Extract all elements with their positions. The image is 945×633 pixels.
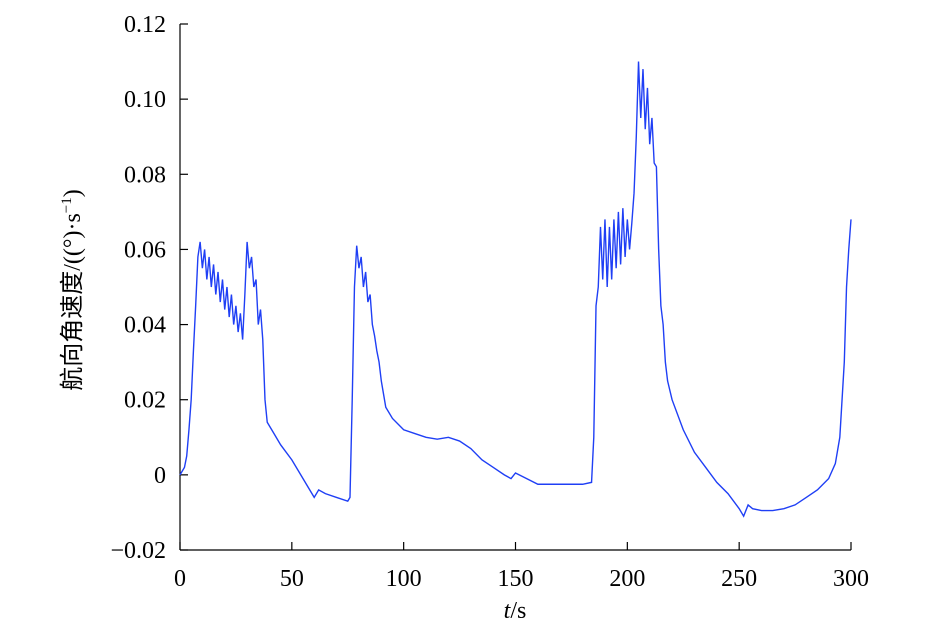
line-series — [179, 61, 852, 518]
x-tick-label: 250 — [721, 566, 757, 592]
y-tick-label: 0.12 — [124, 12, 166, 38]
x-tick-label: 150 — [498, 566, 534, 592]
y-tick-label: 0.08 — [124, 162, 166, 188]
x-tick-label: 300 — [833, 566, 869, 592]
y-label-sup: −1 — [59, 197, 75, 213]
y-label-main: 航向角速度/((°)·s — [59, 213, 86, 391]
x-label-unit: /s — [510, 598, 526, 624]
y-label-end: ) — [60, 189, 86, 197]
x-tick-label: 200 — [609, 566, 645, 592]
y-tick-label: 0 — [154, 463, 166, 489]
x-tick-label: 50 — [280, 566, 304, 592]
y-tick-label: 0.06 — [124, 237, 166, 263]
y-tick-label: −0.02 — [110, 538, 166, 564]
x-tick-label: 100 — [386, 566, 422, 592]
y-tick-label: 0.10 — [124, 87, 166, 113]
y-axis-label: 航向角速度/((°)·s−1) — [59, 189, 86, 391]
y-tick-label: 0.04 — [124, 313, 166, 339]
x-tick-label: 0 — [174, 566, 186, 592]
x-label-var: t — [504, 598, 512, 624]
x-axis-label: t/s — [504, 598, 527, 624]
y-tick-label: 0.02 — [124, 388, 166, 414]
